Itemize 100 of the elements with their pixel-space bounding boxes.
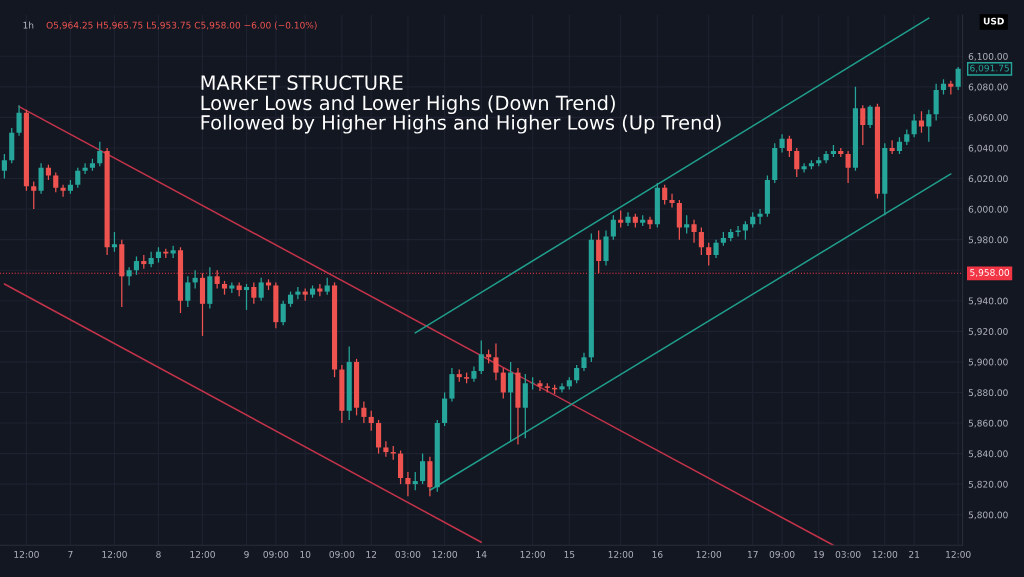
candlestick: [75, 167, 81, 189]
x-tick-label: 7: [68, 551, 73, 558]
x-tick-label: 12:00: [608, 550, 634, 558]
x-tick-label: 09:00: [263, 550, 289, 558]
candlestick: [786, 135, 792, 158]
x-tick-label: 09:00: [769, 550, 795, 558]
x-tick-label: 12:00: [14, 550, 39, 558]
candlestick: [16, 104, 22, 137]
annotation: O5,964.25 H5,965.75 L5,953.75 C5,958.00 −6.00 (−0.10%): [46, 21, 317, 30]
candlestick: [170, 245, 176, 259]
candlestick: [955, 66, 961, 91]
y-tick-label: 6,040.00: [968, 144, 1008, 153]
y-tick-label: 5,920.00: [968, 328, 1008, 336]
annotation: 1h: [23, 21, 34, 29]
x-tick-label: 16: [652, 550, 663, 558]
candlestick: [111, 231, 118, 253]
candlestick: [867, 104, 873, 129]
x-tick-label: 12:00: [946, 550, 971, 558]
candlestick: [251, 281, 257, 305]
y-tick-label: 5,980.00: [968, 236, 1008, 245]
candlestick: [60, 184, 66, 198]
y-tick-label: 5,840.00: [968, 450, 1008, 459]
candlestick: [53, 171, 59, 193]
y-tick-label: 5,820.00: [968, 480, 1008, 489]
candlestick: [508, 361, 514, 442]
text: MARKET STRUCTURE: [201, 75, 403, 91]
candlestick: [368, 410, 374, 432]
candlestick: [383, 440, 389, 458]
candlestick: [662, 184, 668, 206]
text: USD: [983, 17, 1004, 25]
candlestick: [918, 110, 925, 134]
y-tick-label: 6,080.00: [968, 83, 1008, 92]
x-tick-label: 12:00: [190, 550, 215, 558]
candlestick: [610, 214, 616, 241]
y-tick-label: 5,900.00: [968, 358, 1008, 367]
candlestick: [405, 471, 411, 497]
candlestick: [647, 216, 653, 230]
x-tick-label: 17: [747, 551, 758, 558]
candlestick: [889, 139, 895, 155]
candlestick: [412, 471, 418, 491]
candlestick: [478, 339, 484, 375]
x-tick-label: 21: [909, 550, 920, 558]
candlestick: [31, 180, 37, 210]
ref-line-label: 5,958.00: [970, 269, 1010, 277]
candlestick: [845, 150, 851, 184]
candlestick: [185, 275, 191, 308]
x-tick-label: 12:00: [102, 550, 127, 558]
candlestick: [735, 225, 741, 238]
y-tick-label: 5,940.00: [968, 297, 1008, 306]
x-tick-label: 15: [564, 551, 575, 558]
y-tick-label: 5,860.00: [968, 419, 1008, 428]
candlestick: [698, 226, 704, 256]
candlestick: [669, 193, 675, 209]
candlestick: [559, 382, 565, 394]
candlestick: [97, 141, 103, 167]
candlestick: [684, 214, 690, 235]
x-tick-label: 03:00: [835, 550, 861, 558]
candlestick: [493, 342, 499, 381]
candlestick: [361, 400, 367, 424]
candlestick: [713, 239, 719, 259]
candlestick: [148, 251, 154, 268]
candlestick: [317, 283, 323, 297]
candlestick: [911, 113, 917, 138]
candlestick: [794, 147, 800, 178]
candlestick: [126, 266, 132, 287]
candlestick: [574, 364, 580, 384]
candlestick: [243, 283, 250, 311]
candlestick: [258, 277, 264, 302]
x-tick-label: 09:00: [329, 550, 355, 558]
x-tick-label: 12: [366, 550, 377, 558]
candlestick: [500, 367, 506, 400]
candlestick: [1, 153, 7, 180]
candlestick: [214, 269, 220, 290]
y-tick-label: 6,020.00: [968, 175, 1008, 183]
candlestick: [295, 286, 301, 300]
candlestick: [82, 162, 88, 175]
candlestick: [742, 220, 748, 241]
x-tick-label: 03:00: [395, 550, 421, 558]
text: Lower Lows and Lower Highs (Down Trend) Followed by Higher Highs and Higher Lows (Up Trend): [201, 95, 721, 134]
candlestick: [926, 109, 932, 143]
candlestick: [801, 162, 807, 174]
y-tick-label: 5,800.00: [968, 511, 1008, 520]
x-tick-label: 12:00: [872, 550, 898, 558]
x-tick-label: 8: [156, 550, 161, 558]
y-tick-label: 6,100.00: [968, 52, 1008, 61]
candlestick: [420, 452, 426, 485]
candlestick: [779, 133, 785, 154]
y-tick-label: 6,000.00: [968, 205, 1008, 214]
candlestick: [537, 379, 543, 392]
candlestick: [596, 229, 602, 274]
candlestick: [860, 104, 866, 146]
candlestick: [280, 300, 286, 326]
candlestick: [757, 208, 763, 225]
candlestick: [625, 211, 631, 227]
x-tick-label: 10: [300, 550, 311, 558]
x-tick-label: 19: [814, 550, 824, 558]
x-tick-label: 14: [476, 551, 487, 558]
x-tick-label: 12:00: [696, 550, 722, 558]
x-tick-label: 9: [244, 550, 249, 558]
y-tick-label: 6,060.00: [968, 114, 1008, 122]
